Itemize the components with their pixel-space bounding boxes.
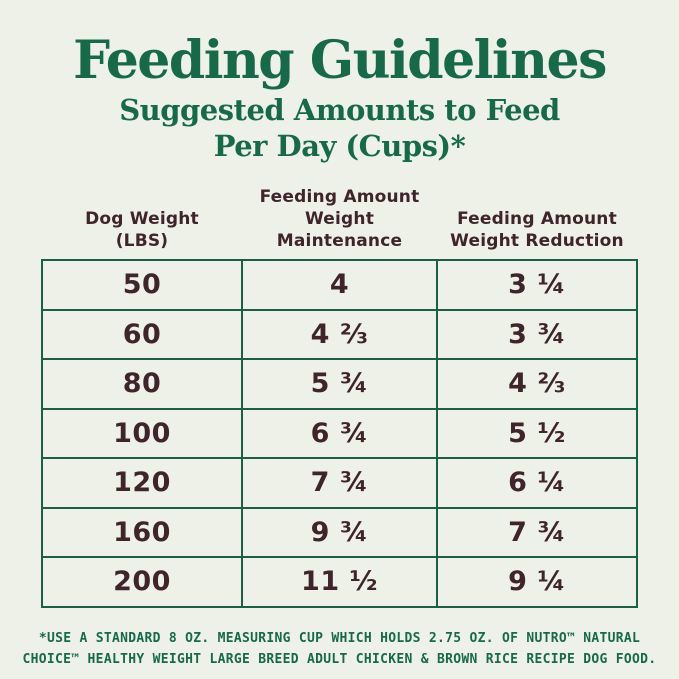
footnote: *USE A STANDARD 8 OZ. MEASURING CUP WHIC…	[0, 628, 679, 671]
table-row: 200 11 ½ 9 ¼	[41, 556, 638, 608]
dog-weight-cell: 50	[41, 259, 243, 311]
column-header-weight-reduction: Feeding Amount Weight Reduction	[437, 208, 637, 252]
dog-weight-cell: 60	[41, 308, 243, 361]
table-row: 60 4 ⅔ 3 ¾	[41, 308, 638, 361]
column-header-dog-weight: Dog Weight (LBS)	[42, 208, 242, 252]
reduction-cell: 9 ¼	[436, 556, 638, 608]
table-row: 50 4 3 ¼	[41, 259, 638, 311]
dog-weight-cell: 160	[41, 506, 243, 559]
subtitle-line-1: Suggested Amounts to Feed	[119, 93, 560, 128]
footnote-line-1: *USE A STANDARD 8 OZ. MEASURING CUP WHIC…	[38, 630, 641, 646]
dog-weight-cell: 80	[41, 358, 243, 410]
maintenance-cell: 5 ¾	[241, 358, 438, 410]
column-header-weight-maintenance: Feeding Amount Weight Maintenance	[242, 186, 437, 252]
reduction-cell: 4 ⅔	[436, 358, 638, 410]
maintenance-cell: 7 ¾	[241, 457, 438, 509]
table-row: 120 7 ¾ 6 ¼	[41, 457, 638, 509]
table-row: 80 5 ¾ 4 ⅔	[41, 358, 638, 410]
maintenance-cell: 11 ½	[241, 556, 438, 608]
column-header-line: (LBS)	[115, 231, 169, 252]
reduction-cell: 3 ¾	[436, 308, 638, 361]
footnote-line-2: CHOICE™ HEALTHY WEIGHT LARGE BREED ADULT…	[22, 652, 657, 668]
maintenance-cell: 9 ¾	[241, 506, 438, 559]
column-header-line: Feeding Amount	[457, 209, 617, 230]
reduction-cell: 3 ¼	[436, 259, 638, 311]
subtitle-line-2: Per Day (Cups)*	[213, 128, 466, 163]
reduction-cell: 6 ¼	[436, 457, 638, 509]
dog-weight-cell: 200	[41, 556, 243, 608]
maintenance-cell: 6 ¾	[241, 407, 438, 460]
table-row: 100 6 ¾ 5 ½	[41, 407, 638, 460]
table-row: 160 9 ¾ 7 ¾	[41, 506, 638, 559]
column-header-line: Dog Weight	[85, 209, 199, 230]
dog-weight-cell: 120	[41, 457, 243, 509]
column-header-line: Weight Reduction	[450, 231, 624, 252]
feeding-table: 50 4 3 ¼ 60 4 ⅔ 3 ¾ 80 5 ¾ 4 ⅔ 100 6 ¾ 5…	[41, 259, 638, 608]
column-header-line: Weight Maintenance	[276, 209, 403, 252]
dog-weight-cell: 100	[41, 407, 243, 460]
reduction-cell: 7 ¾	[436, 506, 638, 559]
page-subtitle: Suggested Amounts to Feed Per Day (Cups)…	[0, 93, 679, 164]
reduction-cell: 5 ½	[436, 407, 638, 460]
maintenance-cell: 4	[241, 259, 438, 311]
column-header-line: Feeding Amount	[259, 186, 420, 207]
page-title: Feeding Guidelines	[73, 30, 607, 91]
table-header-row: Dog Weight (LBS) Feeding Amount Weight M…	[42, 186, 637, 252]
maintenance-cell: 4 ⅔	[241, 308, 438, 361]
